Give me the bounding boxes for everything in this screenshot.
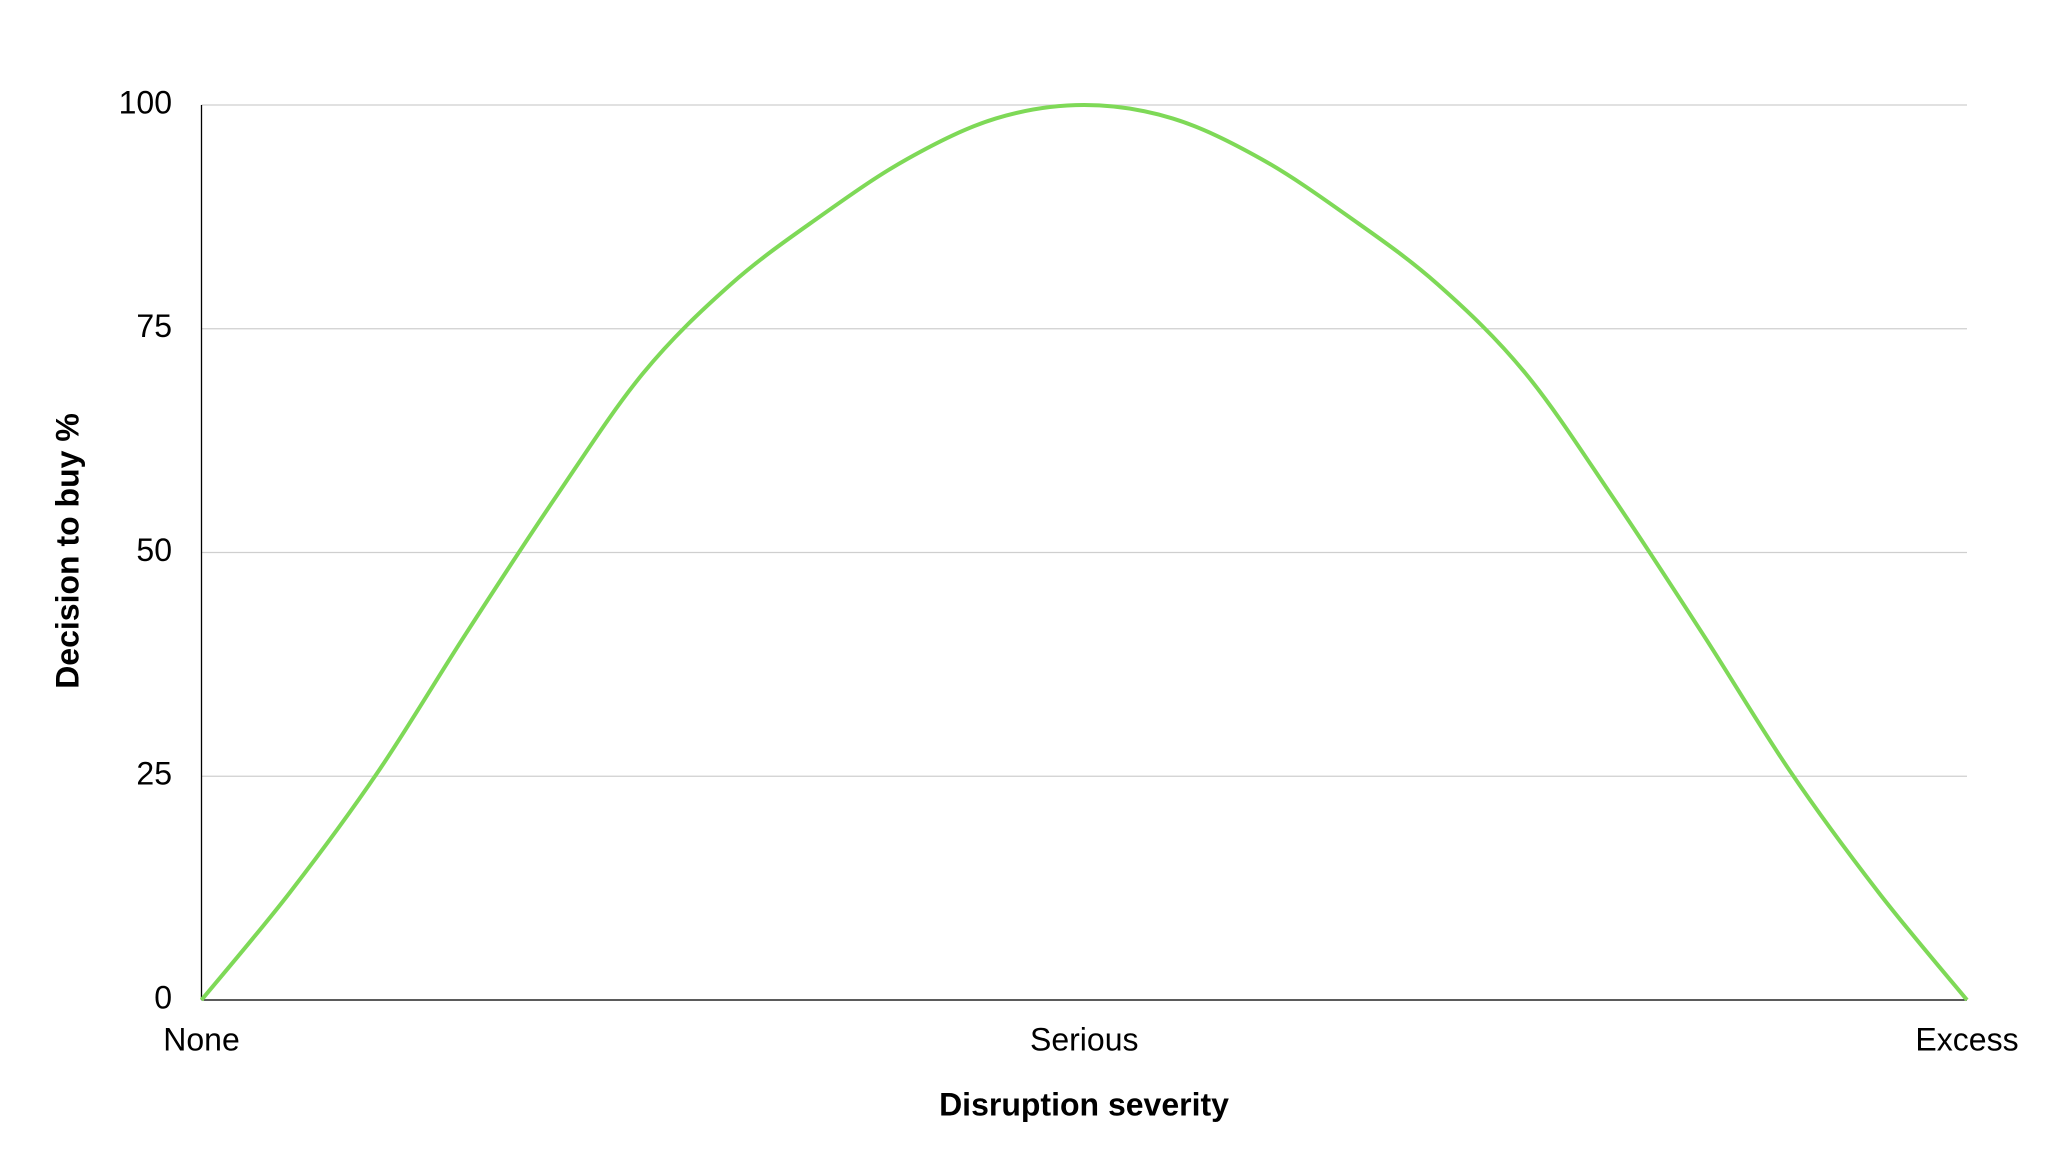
y-tick-label: 0 <box>154 979 172 1015</box>
x-tick-label: None <box>163 1021 240 1057</box>
y-axis-title: Decision to buy % <box>49 413 85 689</box>
x-tick-label: Excess <box>1915 1021 2018 1057</box>
y-tick-label: 25 <box>136 756 172 792</box>
y-tick-label: 75 <box>136 308 172 344</box>
y-tick-label: 100 <box>119 84 172 120</box>
x-tick-label: Serious <box>1030 1021 1139 1057</box>
x-axis-title: Disruption severity <box>939 1086 1229 1122</box>
data-line <box>199 102 1969 1002</box>
y-tick-label: 50 <box>136 532 172 568</box>
